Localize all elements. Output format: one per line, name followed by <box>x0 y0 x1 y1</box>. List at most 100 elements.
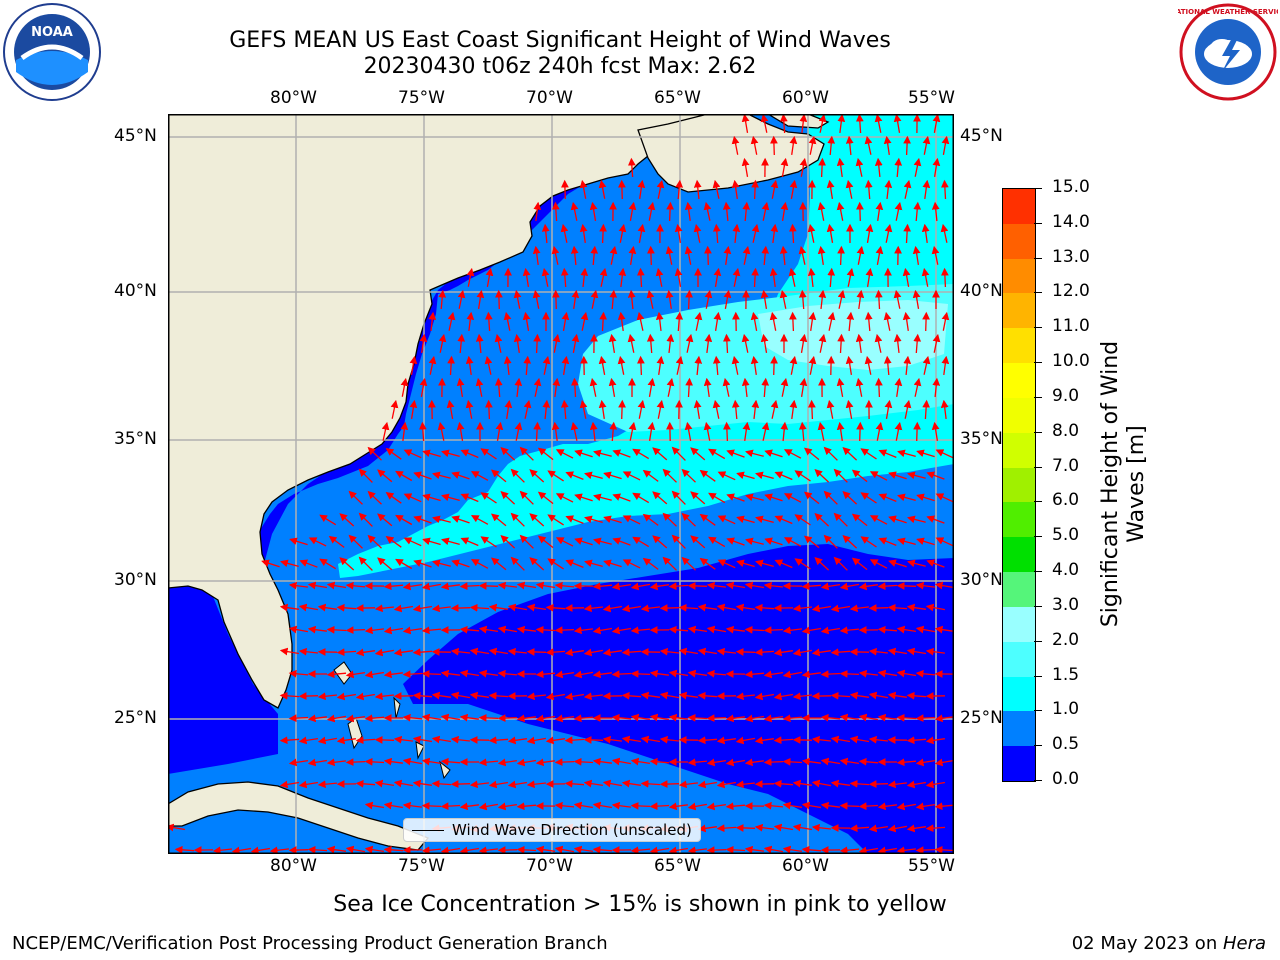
wave-direction-arrow <box>450 604 471 612</box>
wave-direction-arrow <box>611 670 632 679</box>
wave-direction-arrow <box>913 377 922 397</box>
wave-direction-arrow <box>649 713 670 722</box>
wave-direction-arrow <box>770 399 779 419</box>
wave-direction-arrow <box>579 399 588 419</box>
wave-direction-arrow <box>500 447 516 461</box>
wave-direction-arrow <box>289 537 308 546</box>
wave-direction-arrow <box>317 603 337 612</box>
wave-direction-arrow <box>856 245 865 265</box>
wave-direction-arrow <box>649 582 669 591</box>
wave-direction-arrow <box>706 581 726 590</box>
wave-direction-arrow <box>571 333 580 354</box>
wave-direction-arrow <box>592 757 612 766</box>
wave-direction-arrow <box>811 648 831 657</box>
wave-direction-arrow <box>884 223 893 243</box>
wave-direction-arrow <box>716 824 737 833</box>
wave-direction-arrow <box>383 845 404 854</box>
wave-direction-arrow <box>814 469 830 483</box>
colorbar-tick-label: 1.0 <box>1052 699 1080 720</box>
wave-direction-arrow <box>849 691 869 700</box>
wave-direction-arrow <box>856 289 865 309</box>
wave-direction-arrow <box>699 469 716 482</box>
wave-direction-arrow <box>390 399 399 419</box>
wave-direction-arrow <box>647 245 655 266</box>
wave-direction-arrow <box>374 779 395 788</box>
wave-direction-arrow <box>678 780 698 789</box>
wave-direction-arrow <box>573 845 594 854</box>
colorbar-tick-mark <box>1034 780 1042 781</box>
wave-direction-arrow <box>839 757 860 766</box>
wave-direction-arrow <box>763 670 784 679</box>
wave-direction-arrow <box>845 399 854 420</box>
wave-direction-arrow <box>782 757 803 766</box>
wave-direction-arrow <box>732 267 741 287</box>
map-gridlines <box>168 114 954 854</box>
wave-direction-arrow <box>480 448 497 460</box>
wave-direction-arrow <box>706 669 727 678</box>
wave-direction-arrow <box>883 355 892 376</box>
wave-direction-arrow <box>541 267 550 287</box>
wave-direction-arrow <box>694 355 703 376</box>
colorbar-tick-mark <box>1034 640 1042 642</box>
colorbar-tick-mark <box>1034 257 1042 259</box>
wave-direction-arrow <box>298 780 319 789</box>
colorbar-ticks: 15.0 14.0 13.0 12.0 11.0 10.0 9.0 8.0 7.0 6.0 5.0 4… <box>1034 177 1106 789</box>
wave-direction-arrow <box>554 581 575 590</box>
lat-label-right-35n: 35°N <box>960 429 1003 449</box>
wave-direction-arrow <box>609 245 618 265</box>
wave-direction-arrow <box>617 355 626 375</box>
wave-direction-arrow <box>307 758 328 767</box>
wave-direction-arrow <box>412 735 433 744</box>
wave-direction-arrow <box>279 780 300 789</box>
wave-direction-arrow <box>708 448 726 460</box>
wave-direction-arrow <box>555 537 574 547</box>
colorbar-tick-label: 3.0 <box>1052 594 1080 615</box>
wave-direction-arrow <box>364 801 385 810</box>
wave-direction-arrow <box>485 267 494 288</box>
wave-direction-arrow <box>495 421 504 442</box>
wave-direction-arrow <box>432 471 451 480</box>
wave-direction-arrow <box>288 581 308 590</box>
wave-direction-arrow <box>628 201 637 222</box>
wave-direction-arrow <box>855 114 864 134</box>
colorbar-tick-label: 9.0 <box>1052 385 1080 406</box>
wave-direction-arrow <box>542 399 551 420</box>
wave-direction-arrow <box>878 493 897 503</box>
wave-direction-arrow <box>497 714 518 723</box>
wave-direction-arrow <box>533 201 542 221</box>
wave-direction-arrow <box>722 201 731 222</box>
wave-direction-arrow <box>646 333 655 354</box>
wave-direction-arrow <box>555 449 574 459</box>
wave-direction-arrow <box>537 491 554 505</box>
wave-direction-arrow <box>894 201 903 221</box>
wave-direction-arrow <box>529 469 545 483</box>
wave-direction-arrow <box>656 179 665 199</box>
wave-direction-arrow <box>874 114 883 133</box>
wave-direction-arrow <box>545 648 566 657</box>
wave-direction-arrow <box>583 648 604 657</box>
wave-direction-arrow <box>820 670 841 679</box>
colorbar-tick-mark <box>1034 745 1042 747</box>
wave-direction-arrow <box>497 581 517 590</box>
wave-direction-arrow <box>438 289 447 310</box>
wave-direction-arrow <box>662 468 677 483</box>
wave-direction-arrow <box>385 448 402 460</box>
wave-direction-arrow <box>801 670 821 679</box>
wave-direction-arrow <box>887 824 908 833</box>
wave-direction-arrow <box>826 399 835 419</box>
wave-direction-arrow <box>940 267 949 288</box>
lon-label-top-80w: 80°W <box>270 88 317 108</box>
wave-direction-arrow <box>773 648 793 657</box>
wave-direction-arrow <box>722 377 731 397</box>
wave-direction-arrow <box>907 515 926 524</box>
wave-direction-arrow <box>649 802 670 811</box>
wave-direction-arrow <box>858 713 879 722</box>
wave-direction-arrow <box>902 311 911 331</box>
wave-direction-arrow <box>450 647 470 656</box>
colorbar-segment <box>1003 363 1035 398</box>
wave-direction-arrow <box>926 559 945 568</box>
wave-direction-arrow <box>671 534 686 549</box>
wave-direction-arrow <box>789 135 798 155</box>
wave-direction-arrow <box>478 582 499 590</box>
wave-direction-arrow <box>725 802 746 811</box>
